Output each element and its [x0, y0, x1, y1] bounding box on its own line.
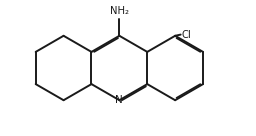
Text: NH₂: NH₂ [110, 6, 129, 16]
Text: N: N [115, 95, 123, 105]
Text: Cl: Cl [182, 30, 191, 40]
